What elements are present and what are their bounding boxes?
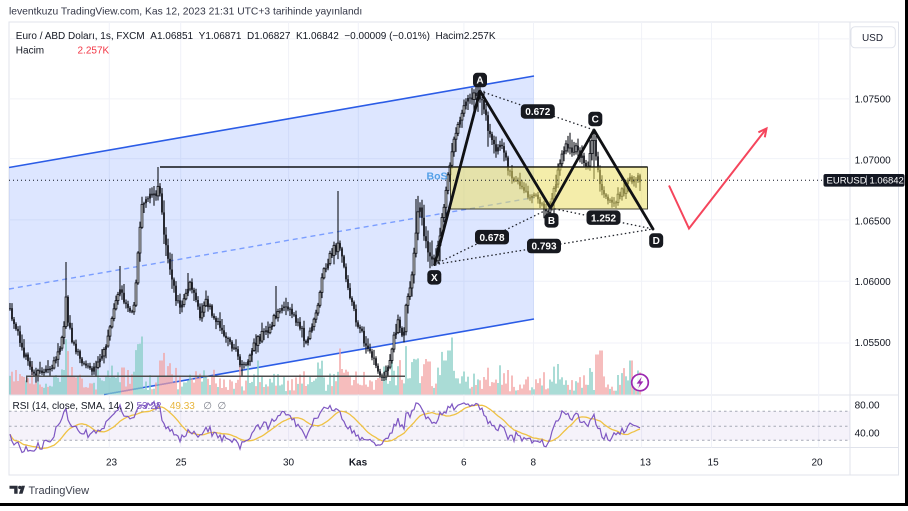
svg-text:0.678: 0.678	[479, 233, 504, 244]
svg-text:A: A	[476, 76, 483, 87]
svg-text:Euro / ABD Doları, 1s, FXCM A: Euro / ABD Doları, 1s, FXCM A1.06851 Y1.…	[16, 31, 496, 42]
svg-text:1.06000: 1.06000	[855, 277, 892, 288]
svg-text:Hacim: Hacim	[16, 46, 44, 57]
svg-text:TradingView: TradingView	[29, 485, 90, 497]
svg-text:40.00: 40.00	[855, 429, 880, 440]
svg-text:1.07000: 1.07000	[855, 155, 892, 166]
svg-text:RSI (14, close, SMA, 14, 2) 53: RSI (14, close, SMA, 14, 2) 53.22 49.33 …	[13, 401, 227, 412]
svg-text:1.252: 1.252	[591, 213, 616, 224]
svg-text:23: 23	[106, 458, 118, 469]
svg-text:20: 20	[811, 458, 823, 469]
svg-text:Kas: Kas	[349, 458, 368, 469]
svg-text:1.06842: 1.06842	[870, 176, 904, 187]
svg-text:D: D	[653, 236, 660, 247]
svg-text:C: C	[592, 115, 599, 126]
svg-text:25: 25	[175, 458, 187, 469]
svg-text:USD: USD	[862, 33, 883, 44]
svg-text:30: 30	[283, 458, 295, 469]
svg-text:80.00: 80.00	[855, 401, 880, 412]
svg-text:0.793: 0.793	[531, 242, 556, 253]
svg-text:6: 6	[461, 458, 467, 469]
svg-text:EURUSD: EURUSD	[827, 176, 867, 187]
svg-text:1.07500: 1.07500	[855, 95, 892, 106]
svg-text:2.257K: 2.257K	[78, 46, 110, 57]
svg-text:B: B	[548, 216, 555, 227]
svg-text:13: 13	[640, 458, 652, 469]
svg-text:8: 8	[531, 458, 537, 469]
svg-text:X: X	[431, 273, 438, 284]
svg-text:1.06500: 1.06500	[855, 216, 892, 227]
svg-text:leventkuzu TradingView.com, Ka: leventkuzu TradingView.com, Kas 12, 2023…	[9, 7, 362, 18]
svg-text:1.05500: 1.05500	[855, 338, 892, 349]
svg-text:15: 15	[708, 458, 720, 469]
svg-text:0.672: 0.672	[525, 107, 550, 118]
svg-text:BoS: BoS	[427, 171, 448, 183]
